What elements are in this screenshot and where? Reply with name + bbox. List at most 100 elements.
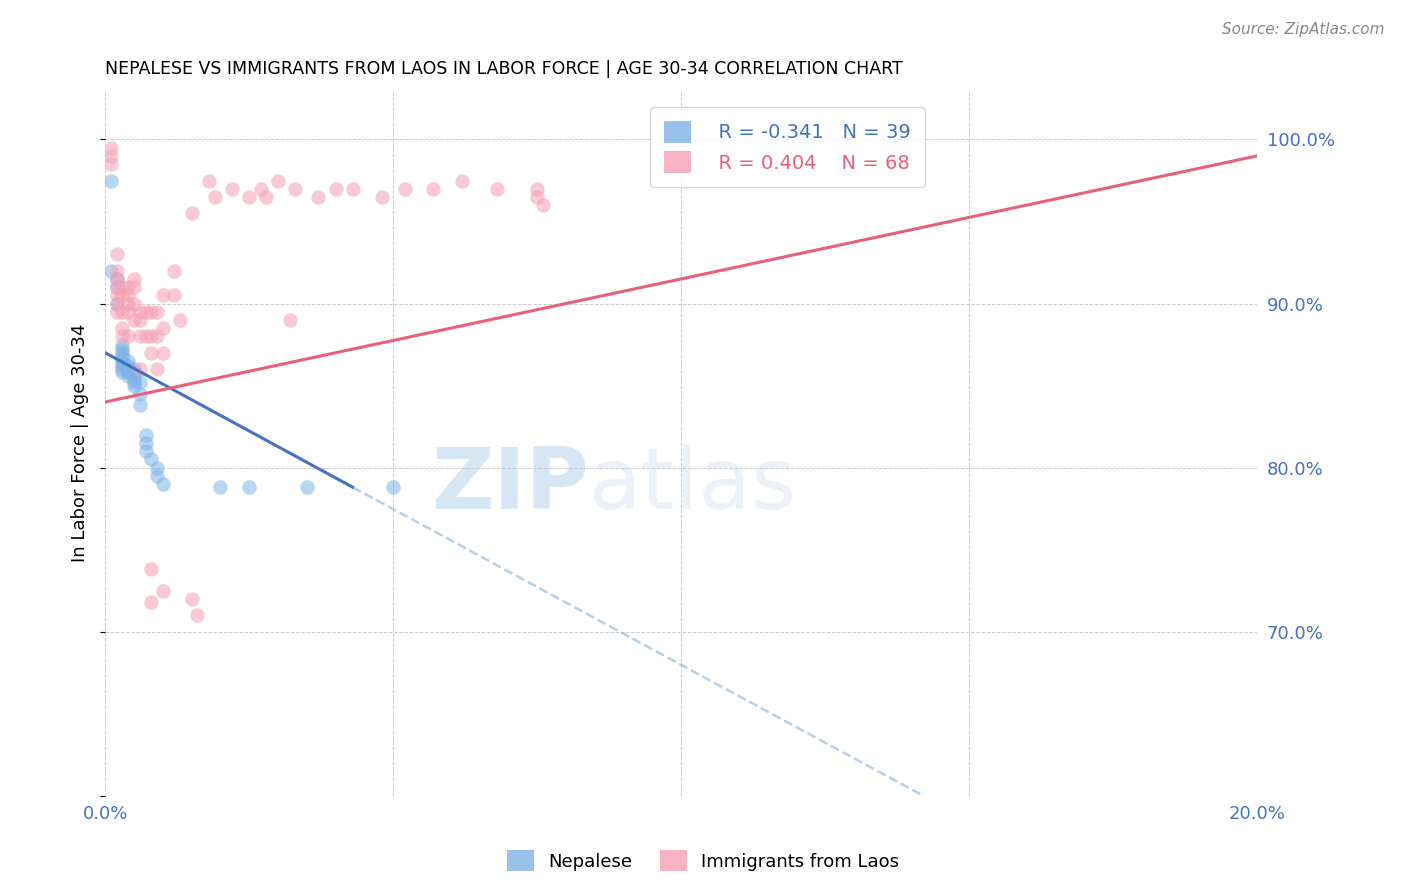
Point — [135, 427, 157, 442]
Point — [105, 288, 128, 302]
Point — [141, 452, 163, 467]
Point — [122, 280, 145, 294]
Point — [152, 321, 174, 335]
Point — [485, 182, 508, 196]
Point — [141, 562, 163, 576]
Point — [295, 480, 318, 494]
Point — [111, 345, 134, 359]
Point — [238, 480, 260, 494]
Point — [117, 354, 139, 368]
Point — [307, 190, 329, 204]
Point — [141, 345, 163, 359]
Point — [111, 366, 134, 380]
Point — [105, 305, 128, 319]
Point — [111, 349, 134, 363]
Point — [111, 343, 134, 357]
Point — [117, 362, 139, 376]
Point — [163, 264, 186, 278]
Point — [135, 329, 157, 343]
Point — [111, 337, 134, 351]
Point — [238, 190, 260, 204]
Point — [128, 313, 150, 327]
Point — [128, 398, 150, 412]
Point — [141, 595, 163, 609]
Point — [186, 608, 208, 623]
Point — [526, 190, 548, 204]
Point — [531, 198, 554, 212]
Point — [422, 182, 444, 196]
Point — [128, 329, 150, 343]
Point — [249, 182, 271, 196]
Point — [198, 173, 221, 187]
Point — [105, 264, 128, 278]
Point — [122, 378, 145, 392]
Point — [111, 362, 134, 376]
Point — [146, 468, 169, 483]
Point — [526, 182, 548, 196]
Point — [122, 366, 145, 380]
Point — [105, 247, 128, 261]
Point — [325, 182, 347, 196]
Point — [117, 329, 139, 343]
Point — [394, 182, 416, 196]
Point — [152, 288, 174, 302]
Point — [111, 359, 134, 373]
Point — [169, 313, 191, 327]
Point — [122, 362, 145, 376]
Point — [128, 305, 150, 319]
Point — [100, 149, 122, 163]
Legend: Nepalese, Immigrants from Laos: Nepalese, Immigrants from Laos — [499, 843, 907, 879]
Point — [152, 477, 174, 491]
Point — [209, 480, 232, 494]
Point — [135, 436, 157, 450]
Point — [111, 356, 134, 370]
Point — [111, 280, 134, 294]
Point — [180, 591, 202, 606]
Point — [204, 190, 226, 204]
Point — [117, 288, 139, 302]
Point — [111, 305, 134, 319]
Point — [105, 272, 128, 286]
Point — [370, 190, 392, 204]
Point — [117, 305, 139, 319]
Point — [278, 313, 301, 327]
Point — [382, 480, 405, 494]
Point — [111, 352, 134, 367]
Point — [256, 190, 278, 204]
Text: NEPALESE VS IMMIGRANTS FROM LAOS IN LABOR FORCE | AGE 30-34 CORRELATION CHART: NEPALESE VS IMMIGRANTS FROM LAOS IN LABO… — [105, 60, 903, 78]
Point — [146, 460, 169, 475]
Y-axis label: In Labor Force | Age 30-34: In Labor Force | Age 30-34 — [72, 324, 89, 562]
Point — [146, 305, 169, 319]
Point — [122, 296, 145, 310]
Point — [100, 173, 122, 187]
Point — [111, 329, 134, 343]
Point — [135, 305, 157, 319]
Point — [221, 182, 243, 196]
Point — [284, 182, 307, 196]
Point — [267, 173, 290, 187]
Point — [163, 288, 186, 302]
Point — [100, 264, 122, 278]
Text: ZIP: ZIP — [432, 444, 589, 527]
Point — [105, 272, 128, 286]
Point — [152, 345, 174, 359]
Point — [180, 206, 202, 220]
Point — [128, 362, 150, 376]
Point — [117, 296, 139, 310]
Point — [141, 305, 163, 319]
Point — [105, 280, 128, 294]
Point — [117, 359, 139, 373]
Point — [451, 173, 474, 187]
Point — [141, 329, 163, 343]
Point — [100, 157, 122, 171]
Point — [122, 372, 145, 386]
Point — [117, 280, 139, 294]
Point — [146, 329, 169, 343]
Text: Source: ZipAtlas.com: Source: ZipAtlas.com — [1222, 22, 1385, 37]
Point — [122, 313, 145, 327]
Point — [342, 182, 364, 196]
Point — [105, 296, 128, 310]
Point — [122, 272, 145, 286]
Point — [117, 368, 139, 383]
Point — [128, 376, 150, 390]
